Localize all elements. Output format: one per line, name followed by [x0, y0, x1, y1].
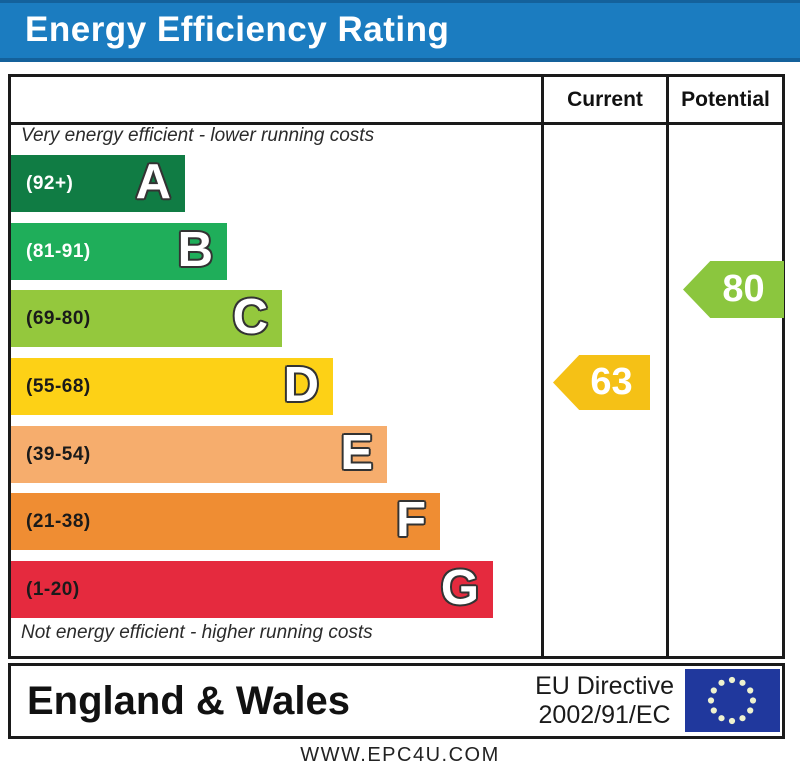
- eu-flag-icon: [685, 669, 780, 732]
- column-divider-current: [541, 77, 544, 656]
- title-banner: Energy Efficiency Rating: [0, 0, 800, 62]
- band-g-letter: G: [440, 560, 479, 615]
- band-e-letter: E: [340, 425, 373, 480]
- region-label: England & Wales: [27, 679, 351, 723]
- band-b-letter: B: [177, 222, 213, 277]
- band-f-bar: (21-38) F: [11, 493, 440, 550]
- rating-table: Current Potential Very energy efficient …: [8, 74, 785, 659]
- potential-rating-value: 80: [722, 268, 765, 310]
- band-g-range-label: (1-20): [26, 578, 80, 600]
- band-a-bar: (92+) A: [11, 155, 185, 212]
- potential-rating-arrow: 80: [683, 261, 784, 318]
- page-title: Energy Efficiency Rating: [25, 10, 450, 49]
- band-d-range-label: (55-68): [26, 375, 91, 397]
- top-note: Very energy efficient - lower running co…: [21, 125, 375, 146]
- footer-box: England & Wales EU Directive 2002/91/EC: [8, 663, 785, 739]
- header-divider: [11, 122, 782, 125]
- band-c-range-label: (69-80): [26, 307, 91, 329]
- bottom-note: Not energy efficient - higher running co…: [21, 622, 373, 643]
- current-column-header: Current: [567, 88, 643, 111]
- band-d-letter: D: [283, 357, 319, 412]
- band-b-bar: (81-91) B: [11, 223, 227, 280]
- band-a-range-label: (92+): [26, 172, 74, 194]
- band-a-letter: A: [135, 154, 171, 209]
- band-b-range-label: (81-91): [26, 240, 91, 262]
- potential-column-header: Potential: [681, 88, 770, 111]
- band-c-letter: C: [232, 289, 268, 344]
- website-watermark: WWW.EPC4U.COM: [300, 744, 500, 766]
- eu-directive-line2: 2002/91/EC: [538, 700, 671, 729]
- eu-directive-line1: EU Directive: [535, 672, 674, 700]
- column-divider-potential: [666, 77, 669, 656]
- eu-directive-label: EU Directive 2002/91/EC: [535, 672, 674, 730]
- band-c-bar: (69-80) C: [11, 290, 282, 347]
- band-e-range-label: (39-54): [26, 443, 91, 465]
- band-g-bar: (1-20) G: [11, 561, 493, 618]
- band-e-bar: (39-54) E: [11, 426, 387, 483]
- current-rating-arrow: 63: [553, 355, 650, 410]
- current-rating-value: 63: [590, 361, 633, 403]
- band-f-letter: F: [396, 492, 426, 547]
- band-f-range-label: (21-38): [26, 510, 91, 532]
- band-d-bar: (55-68) D: [11, 358, 333, 415]
